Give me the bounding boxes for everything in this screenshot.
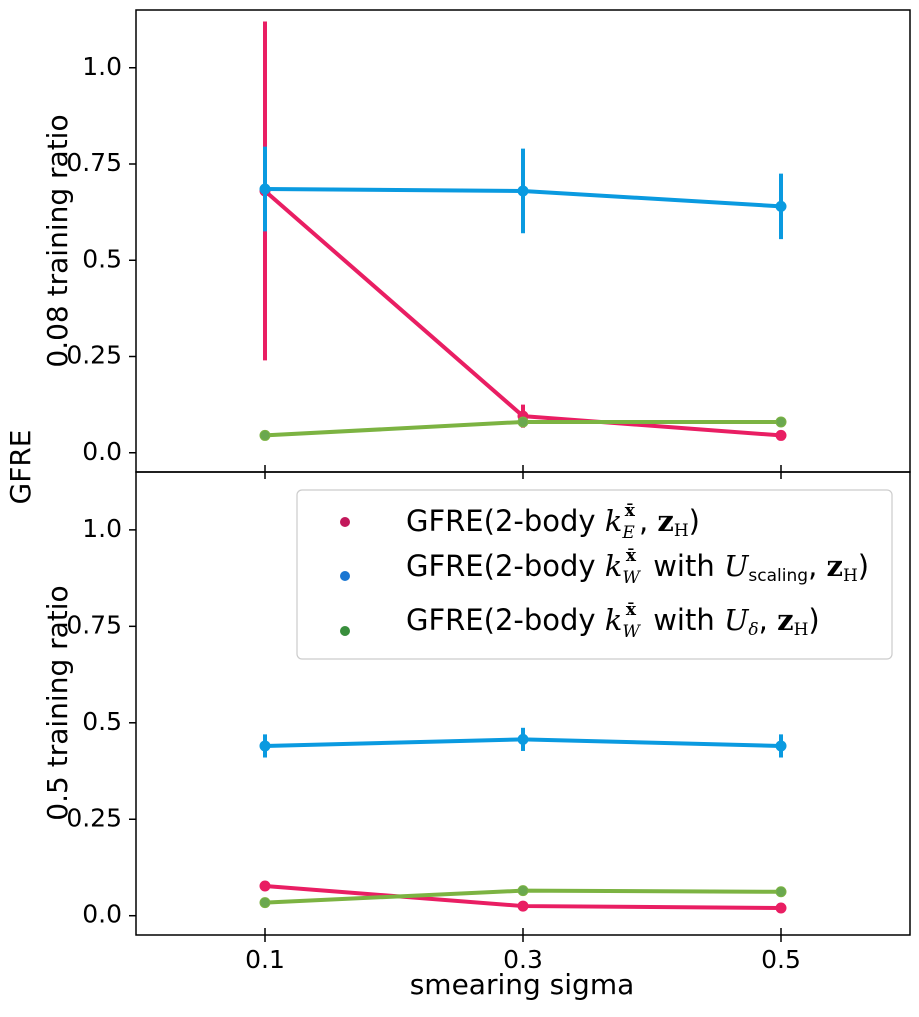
top-data-point-1 xyxy=(517,185,529,197)
legend-frame xyxy=(296,489,893,660)
top-y-tick-label: 0.5 xyxy=(82,244,122,273)
bottom-y-tick-label: 0.75 xyxy=(66,610,122,639)
top-data-point-1 xyxy=(259,183,271,195)
legend-label-ke: GFRE(2-body kEx̄, zH) xyxy=(406,501,700,543)
legend: GFRE(2-body kEx̄, zH) GFRE(2-body kWx̄ w… xyxy=(296,489,893,660)
bottom-panel-y-axis-title: 0.5 training ratio xyxy=(41,585,74,820)
bottom-y-tick-label: 0.0 xyxy=(82,900,122,929)
legend-label-ke-text: GFRE(2-body xyxy=(406,504,605,538)
bottom-x-tick-label: 0.3 xyxy=(503,945,543,974)
bottom-data-point-0 xyxy=(517,900,529,912)
shared-y-axis-title: GFRE xyxy=(4,430,37,505)
legend-label-kw-delta: GFRE(2-body kWx̄ with Uδ, zH) xyxy=(406,600,820,642)
bottom-y-tick-label: 0.5 xyxy=(82,707,122,736)
bottom-x-tick-label: 0.5 xyxy=(761,945,801,974)
bottom-data-point-2 xyxy=(775,886,787,898)
bottom-data-point-2 xyxy=(259,897,271,909)
top-data-point-2 xyxy=(775,416,787,428)
top-panel-y-axis-title: 0.08 training ratio xyxy=(41,114,74,367)
legend-label-kw-scaling: GFRE(2-body kWx̄ with Uscaling, zH) xyxy=(406,546,869,588)
top-y-tick-label: 0.0 xyxy=(82,437,122,466)
top-y-tick-label: 1.0 xyxy=(82,52,122,81)
bottom-y-tick-label: 0.25 xyxy=(66,803,122,832)
bottom-data-point-1 xyxy=(517,733,529,745)
legend-marker-ke xyxy=(340,517,350,527)
bottom-plot-frame xyxy=(135,471,911,936)
bottom-data-point-1 xyxy=(259,740,271,752)
top-y-tick-label: 0.75 xyxy=(66,148,122,177)
top-data-point-0 xyxy=(775,429,787,441)
legend-marker-kw-delta xyxy=(340,626,350,636)
top-y-tick-label: 0.25 xyxy=(66,341,122,370)
bottom-data-point-0 xyxy=(259,880,271,892)
x-axis-title: smearing sigma xyxy=(410,968,635,1001)
bottom-data-point-2 xyxy=(517,885,529,897)
bottom-y-tick-label: 1.0 xyxy=(82,514,122,543)
top-data-point-1 xyxy=(775,200,787,212)
bottom-data-point-0 xyxy=(775,902,787,914)
legend-marker-kw-scaling xyxy=(340,571,350,581)
top-data-point-2 xyxy=(517,416,529,428)
panel-top: 0.0 0.25 0.5 0.75 1.0 xyxy=(66,9,911,479)
panel-bottom: 0.0 0.25 0.5 0.75 1.0 0.1 0.3 0.5 xyxy=(66,471,911,974)
bottom-x-tick-label: 0.1 xyxy=(245,945,285,974)
top-data-point-2 xyxy=(259,429,271,441)
bottom-data-point-1 xyxy=(775,740,787,752)
